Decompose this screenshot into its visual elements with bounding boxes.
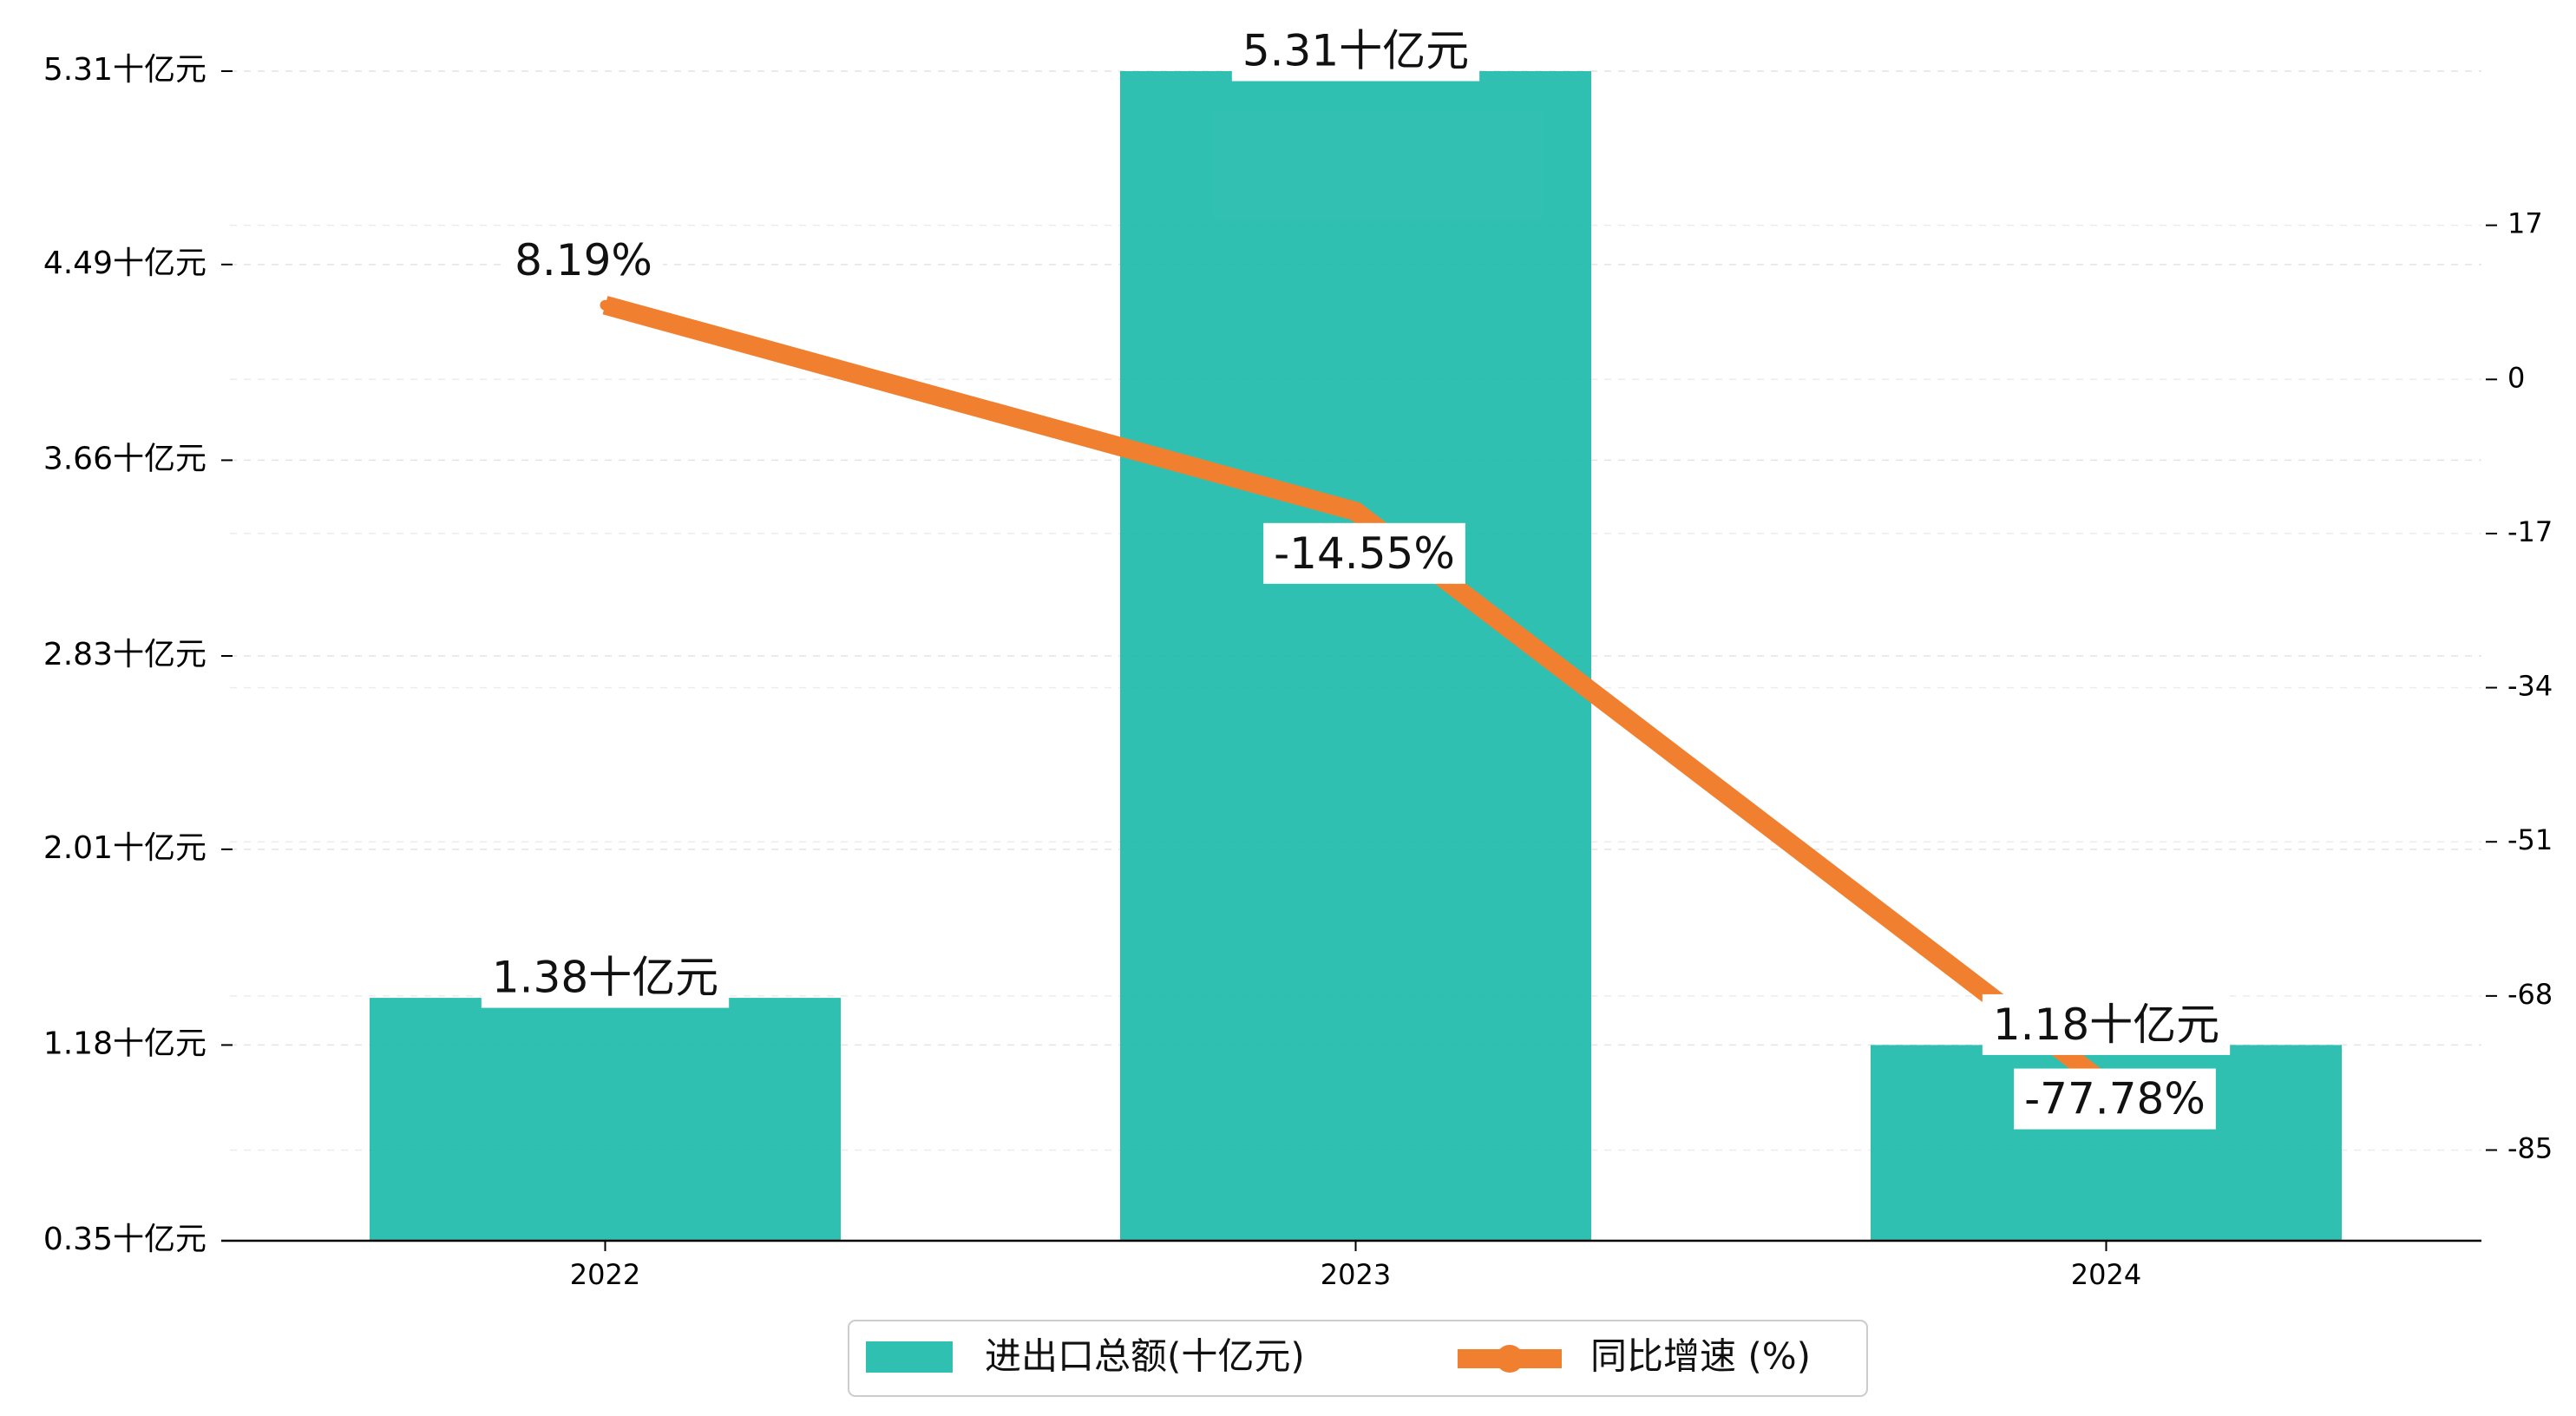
legend-swatch-bar: [866, 1341, 953, 1373]
line-point-2023: [1350, 506, 1361, 517]
x-tick-label-2023: 2023: [1321, 1258, 1391, 1291]
line-label-2022-group: 8.19%: [504, 230, 663, 292]
left-tick-label: 0.35十亿元: [43, 1222, 206, 1257]
legend-marker-line: [1496, 1345, 1524, 1373]
axes: 2022 2023 2024 0.35十亿元 1.18十亿元 2.01十亿元 2.83十亿元…: [43, 52, 2553, 1291]
right-tick-label: -68: [2507, 978, 2553, 1011]
bar-data-labels: 1.38十亿元 5.31十亿元 1.18十亿元: [481, 20, 2231, 1055]
bar-label-2022: 1.38十亿元: [492, 953, 718, 1003]
bar-label-2023: 5.31十亿元: [1242, 26, 1469, 76]
bar-2022: [370, 998, 841, 1241]
bar-series: [370, 71, 2342, 1241]
legend-box: [848, 1320, 1868, 1397]
line-label-2023: -14.55%: [1274, 528, 1455, 579]
right-tick-label: -34: [2507, 670, 2553, 703]
line-label-2022-background: [504, 230, 663, 292]
x-tick-label-2024: 2024: [2071, 1258, 2141, 1291]
right-tick-label: -85: [2507, 1132, 2553, 1165]
line-label-2023-group: -14.55%: [1263, 522, 1465, 584]
bar-label-2023-background: [1231, 20, 1480, 82]
legend-label-bar: 进出口总额(十亿元): [985, 1335, 1305, 1378]
line-label-2024: -77.78%: [2024, 1074, 2206, 1124]
legend-label-line: 同比增速 (%): [1590, 1335, 1811, 1378]
right-tick-label: 0: [2507, 361, 2525, 394]
bar-label-2022-background: [481, 947, 730, 1008]
bar-label-2024-group: 1.18十亿元: [1982, 993, 2231, 1055]
x-tick-label-2022: 2022: [570, 1258, 640, 1291]
left-tick-label: 2.01十亿元: [43, 830, 206, 866]
legend: 进出口总额(十亿元) 同比增速 (%): [848, 1320, 1868, 1397]
line-label-2024-group: -77.78%: [2014, 1068, 2216, 1130]
bar-2023: [1120, 71, 1591, 1241]
right-tick-label: -17: [2507, 515, 2553, 548]
line-data-labels: 8.19% -14.55% -77.78%: [504, 230, 2216, 1130]
left-tick-label: 4.49十亿元: [43, 246, 206, 281]
left-tick-label: 2.83十亿元: [43, 637, 206, 672]
bar-label-2024: 1.18十亿元: [1993, 1000, 2219, 1050]
right-tick-label: -51: [2507, 823, 2553, 856]
bar-label-2022-group: 1.38十亿元: [481, 947, 730, 1008]
left-tick-label: 1.18十亿元: [43, 1026, 206, 1061]
right-tick-label: 17: [2507, 207, 2543, 240]
line-label-2024-background: [2014, 1068, 2216, 1130]
left-tick-label: 5.31十亿元: [43, 52, 206, 88]
line-label-2022: 8.19%: [515, 235, 652, 285]
line-label-2023-background: [1263, 522, 1465, 584]
bar-label-2024-background: [1982, 993, 2231, 1055]
left-tick-label: 3.66十亿元: [43, 441, 206, 476]
line-point-2022: [600, 299, 611, 311]
bar-label-2023-group: 5.31十亿元: [1231, 20, 1480, 82]
